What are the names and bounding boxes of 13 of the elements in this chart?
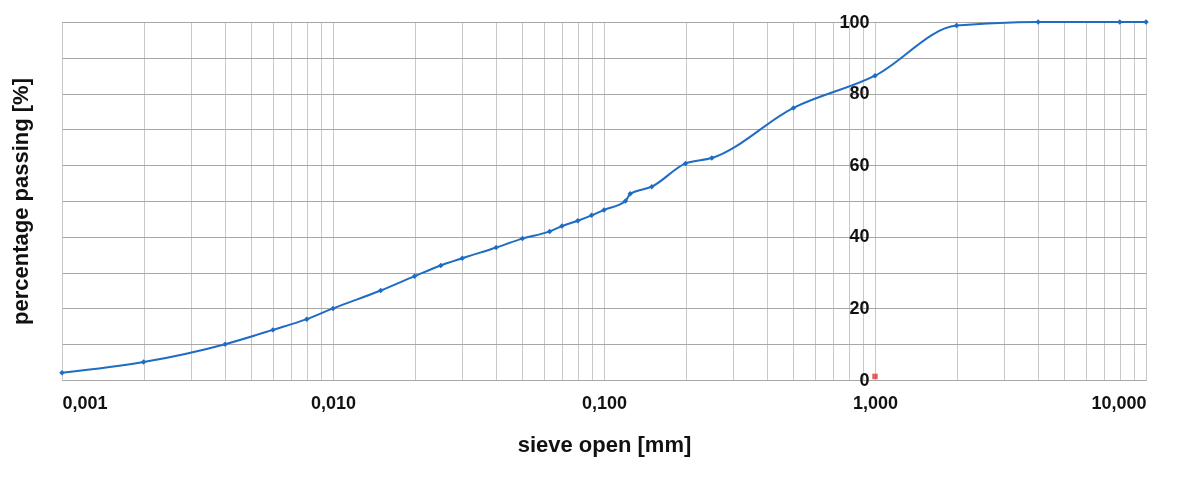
x-tick-label: 1,000 [852,392,899,413]
x-tick-label: 10,000 [1091,392,1147,413]
x-tick-label: 0,010 [310,392,357,413]
x-tick-label: 0,100 [581,392,628,413]
x-axis-title: sieve open [mm] [517,431,692,457]
y-tick-label: 0 [859,369,870,390]
y-axis-title: percentage passing [%] [7,78,33,325]
y-tick-label: 80 [849,83,870,104]
y-tick-label: 100 [839,11,870,32]
y-tick-label: 60 [849,154,870,175]
x-tick-label: 0,001 [62,392,108,413]
y-tick-label: 40 [849,226,870,247]
y-tick-label: 20 [849,297,870,318]
